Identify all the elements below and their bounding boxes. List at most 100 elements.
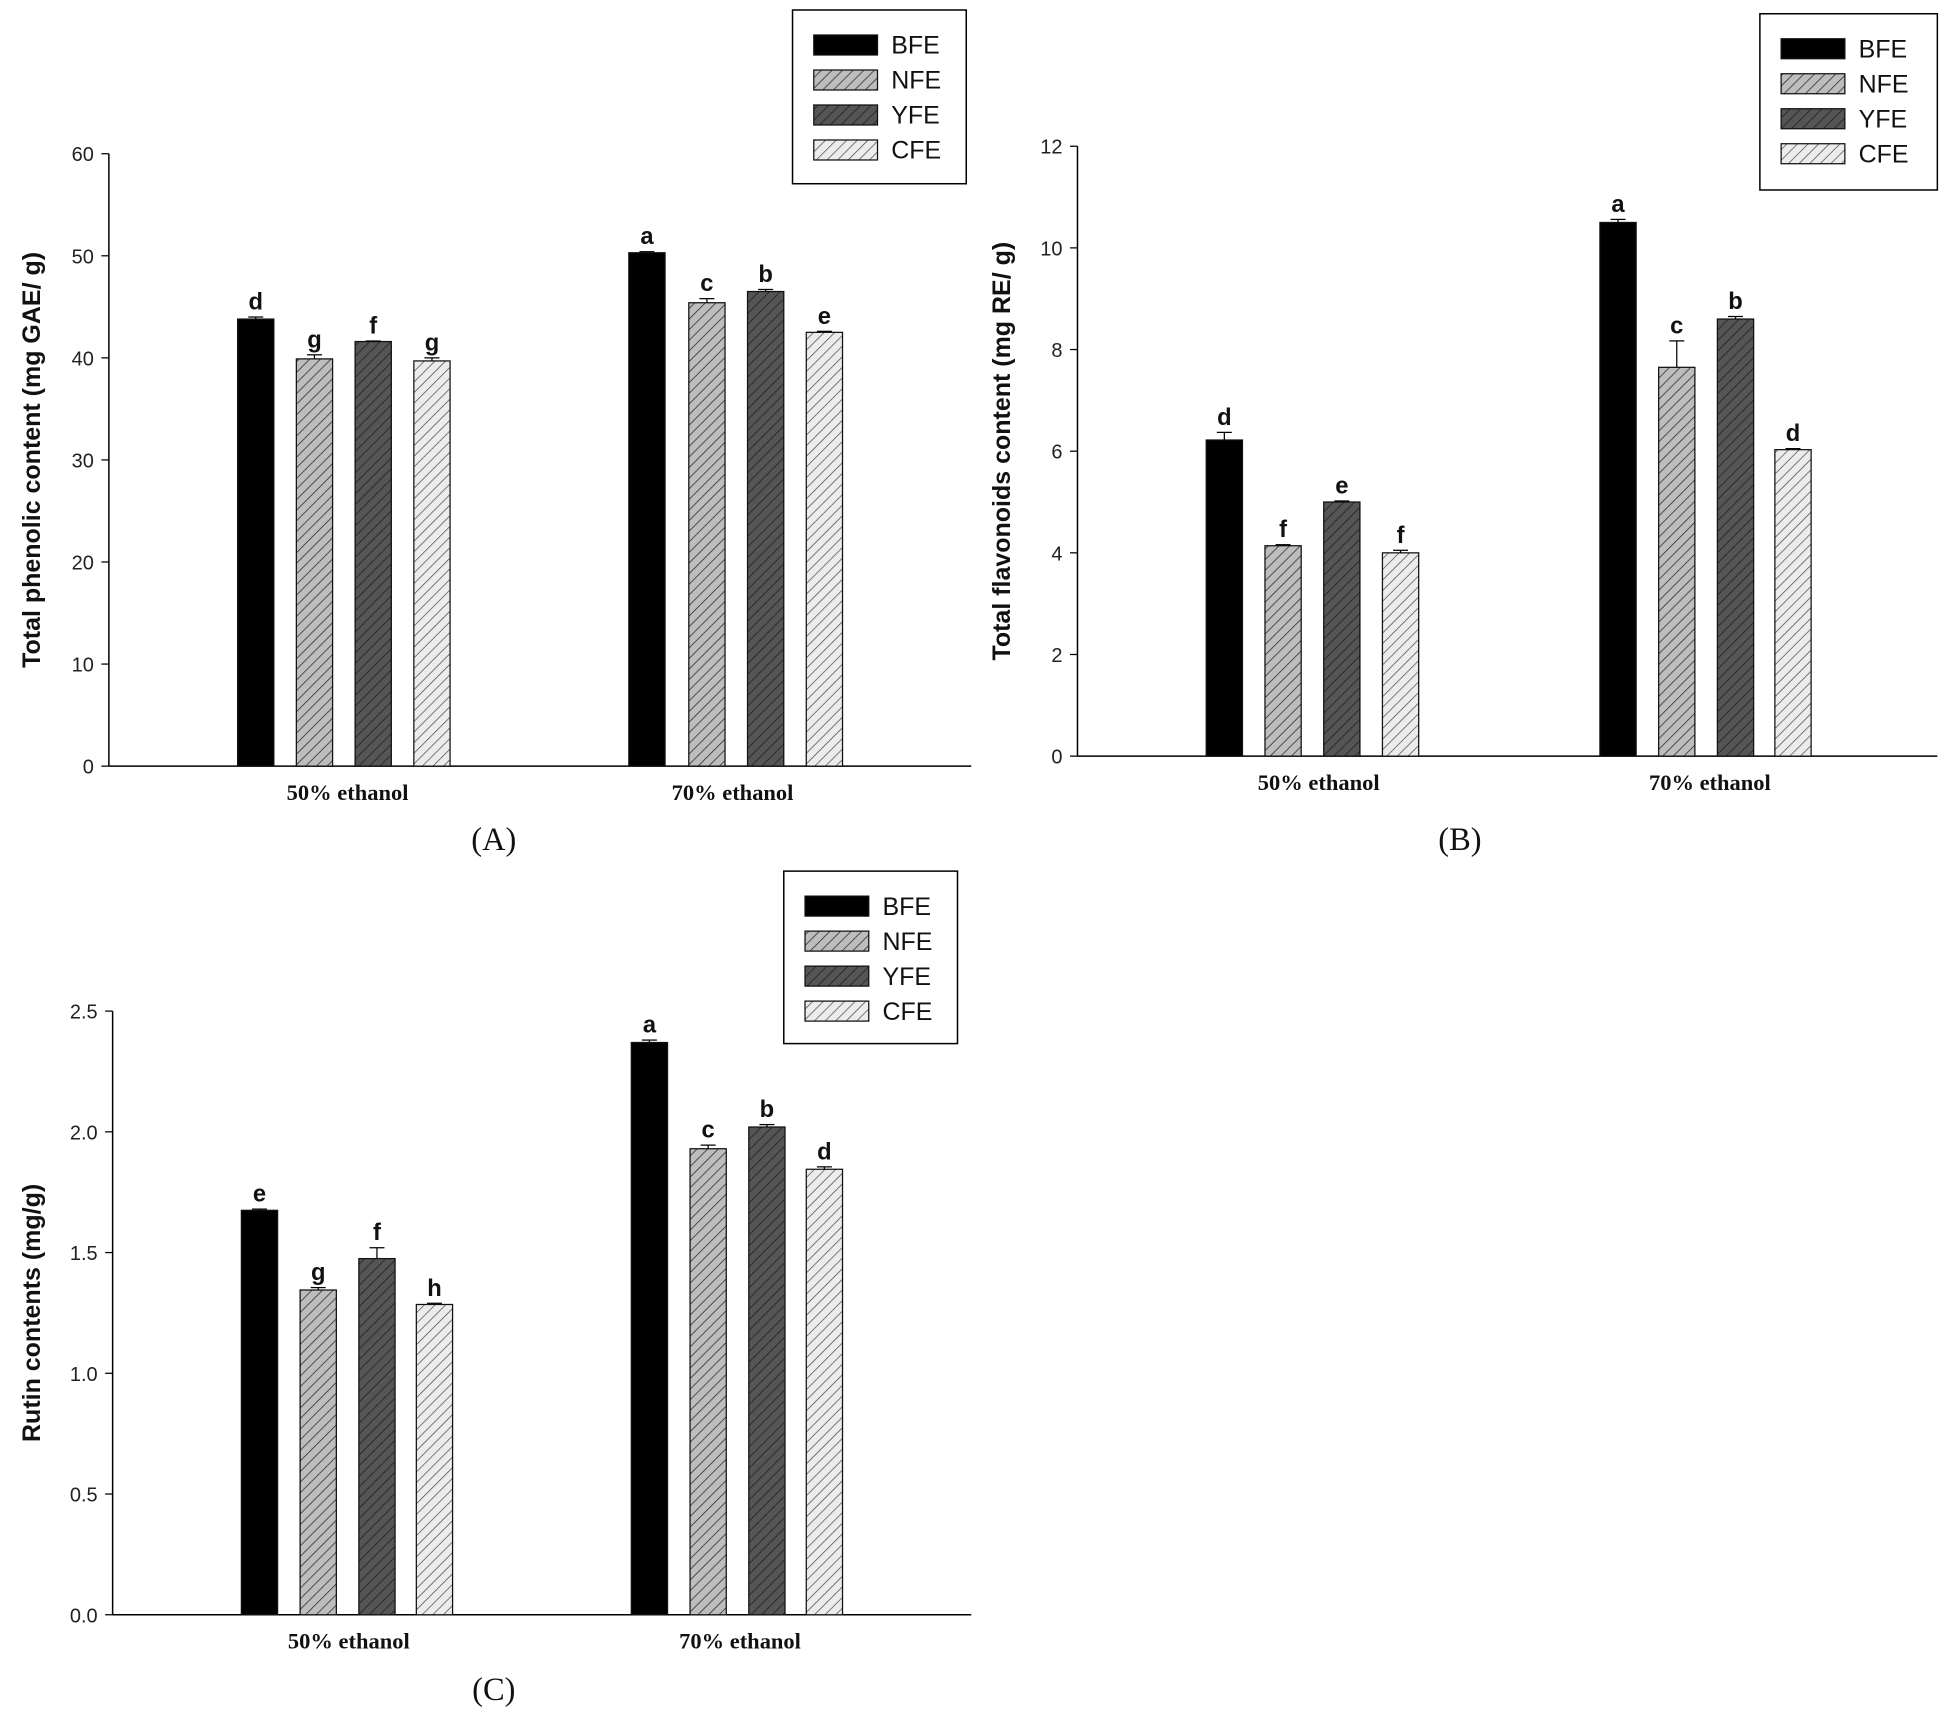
bar-yfe xyxy=(748,1126,786,1616)
x-category-label: 50% ethanol xyxy=(287,780,409,805)
y-tick-label: 2 xyxy=(1051,645,1062,667)
significance-letter: e xyxy=(1335,473,1348,499)
significance-letter: g xyxy=(311,1260,326,1286)
bar-bfe xyxy=(240,1209,279,1616)
legend-swatch-cfe xyxy=(804,1000,870,1022)
y-axis-title: Rutin contents (mg/g) xyxy=(18,1184,46,1442)
bar-yfe xyxy=(358,1257,396,1616)
bar-yfe xyxy=(354,340,392,767)
y-tick-label: 0.5 xyxy=(70,1485,98,1507)
significance-letter: c xyxy=(702,1118,715,1144)
legend-label: CFE xyxy=(891,137,941,165)
chart-panel-0: 0 10 20 30 40 50 60 Total phenolic content (mg … xyxy=(18,9,972,858)
legend: BFE NFE YFE CFE xyxy=(791,9,968,185)
bar-cfe xyxy=(805,1168,844,1616)
legend-swatch-yfe xyxy=(804,965,870,987)
significance-letter: b xyxy=(1728,289,1743,315)
significance-letter: g xyxy=(425,330,440,356)
y-tick-label: 6 xyxy=(1051,442,1062,464)
significance-letter: h xyxy=(427,1276,442,1302)
bar-bfe xyxy=(628,252,666,767)
significance-letter: c xyxy=(1670,313,1683,339)
bar-bfe xyxy=(1599,221,1637,757)
bar-nfe xyxy=(295,358,334,767)
y-tick-label: 20 xyxy=(72,553,94,575)
legend-label: CFE xyxy=(883,998,933,1026)
chart-panel-2: 0.0 0.5 1.0 1.5 2.0 2.5 Rutin contents (mg/g) 5… xyxy=(18,870,972,1708)
x-category-label: 70% ethanol xyxy=(672,780,794,805)
significance-letter: d xyxy=(248,290,262,316)
panel-label: (A) xyxy=(471,822,516,858)
x-category-label: 50% ethanol xyxy=(288,1629,410,1654)
y-tick-label: 12 xyxy=(1040,137,1062,159)
bar-nfe xyxy=(1264,545,1302,757)
legend-swatch-yfe xyxy=(813,104,879,126)
legend-swatch-bfe xyxy=(804,895,870,917)
legend-swatch-nfe xyxy=(1780,73,1846,95)
y-tick-label: 0.0 xyxy=(70,1605,98,1627)
bar-cfe xyxy=(1381,552,1420,757)
bar-yfe xyxy=(746,290,785,767)
significance-letter: d xyxy=(1786,421,1801,447)
legend: BFE NFE YFE CFE xyxy=(1759,12,1939,191)
bar-bfe xyxy=(236,318,275,767)
significance-letter: a xyxy=(643,1013,657,1039)
bar-nfe xyxy=(299,1289,337,1616)
significance-letter: a xyxy=(1611,192,1625,218)
bar-yfe xyxy=(1323,501,1361,757)
y-tick-label: 60 xyxy=(72,144,94,166)
bar-cfe xyxy=(1774,449,1812,757)
significance-letter: f xyxy=(369,314,377,340)
bar-cfe xyxy=(413,360,451,767)
legend-swatch-bfe xyxy=(813,34,879,56)
significance-letter: c xyxy=(700,271,713,297)
significance-letter: e xyxy=(818,304,831,330)
legend: BFE NFE YFE CFE xyxy=(783,870,959,1045)
bar-nfe xyxy=(689,1148,727,1616)
legend-label: YFE xyxy=(1859,105,1908,133)
significance-letter: g xyxy=(307,327,322,353)
legend-label: NFE xyxy=(883,928,933,956)
legend-swatch-bfe xyxy=(1780,38,1846,60)
legend-label: BFE xyxy=(891,32,940,60)
bar-nfe xyxy=(688,302,726,767)
y-tick-label: 4 xyxy=(1051,543,1062,565)
y-tick-label: 50 xyxy=(72,246,94,268)
legend-label: YFE xyxy=(883,963,932,991)
legend-label: NFE xyxy=(1859,70,1909,98)
panel-label: (C) xyxy=(472,1672,515,1708)
legend-swatch-nfe xyxy=(804,930,870,952)
significance-letter: a xyxy=(640,224,654,250)
bar-yfe xyxy=(1716,318,1755,757)
bar-cfe xyxy=(805,331,844,767)
legend-swatch-nfe xyxy=(813,69,879,91)
panel-label: (B) xyxy=(1438,822,1481,858)
bar-bfe xyxy=(1205,439,1244,757)
legend-label: YFE xyxy=(891,102,940,130)
y-axis-title: Total flavonoids content (mg RE/ g) xyxy=(988,242,1016,661)
y-tick-label: 0 xyxy=(83,757,94,779)
legend-swatch-cfe xyxy=(1780,143,1846,165)
legend-label: CFE xyxy=(1859,140,1909,168)
significance-letter: f xyxy=(373,1220,381,1246)
legend-label: NFE xyxy=(891,67,941,95)
significance-letter: d xyxy=(817,1139,832,1165)
x-category-label: 70% ethanol xyxy=(679,1629,801,1654)
x-category-label: 50% ethanol xyxy=(1258,770,1380,795)
significance-letter: b xyxy=(758,262,773,288)
y-tick-label: 1.5 xyxy=(70,1243,98,1265)
y-axis-title: Total phenolic content (mg GAE/ g) xyxy=(18,252,46,668)
legend-label: BFE xyxy=(1859,35,1908,63)
y-tick-label: 30 xyxy=(72,450,94,472)
significance-letter: d xyxy=(1217,405,1232,431)
legend-swatch-yfe xyxy=(1780,108,1846,130)
x-category-label: 70% ethanol xyxy=(1649,770,1771,795)
y-tick-label: 1.0 xyxy=(70,1364,98,1386)
y-tick-label: 2.0 xyxy=(70,1122,98,1144)
y-tick-label: 0 xyxy=(1051,747,1062,769)
significance-letter: e xyxy=(253,1182,266,1208)
significance-letter: f xyxy=(1397,523,1405,549)
y-tick-label: 10 xyxy=(1040,238,1062,260)
bar-bfe xyxy=(630,1041,669,1616)
